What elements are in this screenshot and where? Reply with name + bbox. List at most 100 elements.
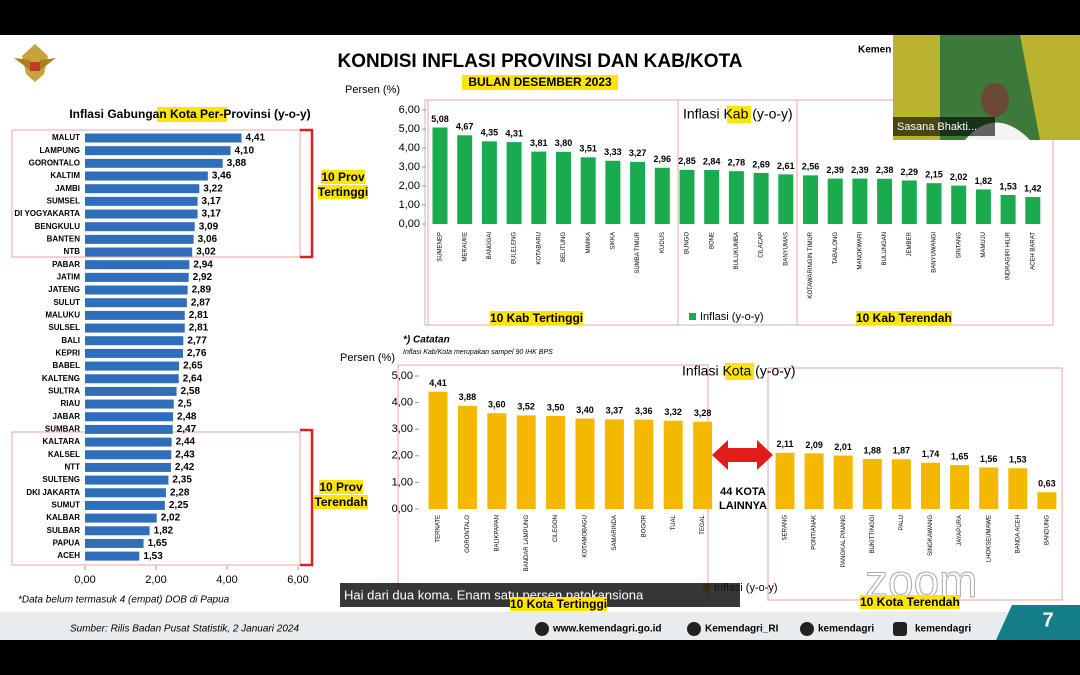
value-label: 2,09 bbox=[805, 440, 823, 450]
value-label: 3,09 bbox=[199, 221, 219, 232]
category-label: SUMBA TIMUR bbox=[635, 231, 641, 273]
bar bbox=[85, 361, 180, 371]
instagram-icon bbox=[687, 622, 701, 636]
category-label: KOTABARU bbox=[536, 232, 542, 265]
annotation: 10 Kab Tertinggi bbox=[490, 311, 584, 326]
value-label: 3,88 bbox=[227, 158, 247, 169]
annotation: 10 Kota Terendah bbox=[860, 595, 960, 610]
value-label: 2,65 bbox=[183, 361, 203, 372]
value-label: 2,01 bbox=[834, 442, 852, 452]
bar bbox=[728, 171, 744, 224]
bar bbox=[1008, 468, 1028, 509]
category-label: BALI bbox=[61, 336, 80, 345]
bar bbox=[85, 285, 188, 295]
y-tick-label: 2,00 bbox=[392, 450, 413, 462]
value-label: 2,78 bbox=[728, 158, 746, 168]
value-label: 3,37 bbox=[606, 406, 624, 416]
bar bbox=[630, 161, 646, 224]
value-label: 2,5 bbox=[178, 399, 192, 410]
value-label: 3,33 bbox=[604, 147, 622, 157]
category-label: JAYAPURA bbox=[957, 515, 963, 546]
annotation-text: 10 Kota Terendah bbox=[860, 595, 960, 609]
instagram: kemendagri bbox=[915, 624, 971, 635]
category-label: SULUT bbox=[53, 298, 80, 307]
bar bbox=[862, 458, 882, 509]
value-label: 3,60 bbox=[488, 400, 506, 410]
category-label: BULUNGAN bbox=[882, 232, 888, 265]
value-label: 2,76 bbox=[187, 348, 207, 359]
bar bbox=[575, 418, 595, 509]
bar bbox=[487, 413, 507, 509]
y-tick-label: 5,00 bbox=[392, 370, 413, 382]
bar bbox=[85, 247, 193, 257]
value-label: 3,32 bbox=[664, 407, 682, 417]
value-label: 5,08 bbox=[431, 114, 449, 124]
category-label: TABALONG bbox=[833, 232, 839, 265]
category-label: SAMARINDA bbox=[612, 515, 618, 551]
value-label: 2,85 bbox=[678, 156, 696, 166]
bar bbox=[85, 500, 165, 510]
bar bbox=[704, 170, 720, 224]
x-tick-label: 4,00 bbox=[216, 574, 237, 586]
value-label: 2,28 bbox=[170, 487, 190, 498]
subtitle-highlight bbox=[462, 75, 618, 90]
category-label: KALTARA bbox=[43, 437, 81, 446]
category-label: GORONTALO bbox=[29, 158, 80, 167]
value-label: 2,89 bbox=[192, 285, 212, 296]
bar bbox=[546, 415, 566, 509]
bar bbox=[926, 183, 942, 224]
value-label: 3,36 bbox=[635, 406, 653, 416]
value-label: 3,28 bbox=[694, 408, 712, 418]
category-label: BANDAR LAMPUNG bbox=[524, 515, 530, 572]
category-label: MAMUJU bbox=[981, 232, 987, 258]
bar bbox=[85, 196, 198, 206]
bar bbox=[605, 160, 621, 224]
bar bbox=[85, 348, 183, 358]
bar bbox=[852, 178, 868, 224]
category-label: DKI JAKARTA bbox=[26, 488, 80, 497]
category-label: MALUKU bbox=[45, 310, 80, 319]
twitter-icon bbox=[800, 622, 814, 636]
value-label: 2,44 bbox=[176, 437, 196, 448]
title-highlight bbox=[157, 107, 227, 122]
bar bbox=[1000, 194, 1016, 224]
bar bbox=[85, 158, 223, 168]
bar bbox=[85, 450, 172, 460]
y-tick-label: 0,00 bbox=[392, 503, 413, 515]
bar bbox=[428, 391, 448, 509]
value-label: 1,65 bbox=[148, 538, 168, 549]
value-label: 2,39 bbox=[851, 165, 869, 175]
bar bbox=[85, 260, 190, 270]
category-label: SULSEL bbox=[48, 323, 80, 332]
handle: Kemendagri_RI bbox=[705, 624, 779, 635]
bar bbox=[950, 465, 970, 509]
bar bbox=[663, 420, 683, 509]
value-label: 4,10 bbox=[235, 145, 255, 156]
value-label: 1,88 bbox=[864, 445, 882, 455]
category-label: JATENG bbox=[48, 285, 80, 294]
category-label: TEGAL bbox=[700, 514, 706, 534]
value-label: 2,48 bbox=[177, 411, 197, 422]
category-label: SULTRA bbox=[48, 387, 80, 396]
bar bbox=[85, 310, 185, 320]
bar bbox=[85, 374, 179, 384]
value-label: 3,27 bbox=[629, 148, 647, 158]
value-label: 2,02 bbox=[950, 172, 968, 182]
annotation: 10 Kota Tertinggi bbox=[510, 597, 608, 612]
value-label: 1,42 bbox=[1024, 183, 1042, 193]
y-tick-label: 5,00 bbox=[399, 123, 420, 135]
value-label: 1,82 bbox=[975, 176, 993, 186]
value-label: 4,67 bbox=[456, 122, 474, 132]
value-label: 1,74 bbox=[922, 449, 940, 459]
value-label: 2,11 bbox=[776, 439, 793, 449]
bar bbox=[85, 513, 157, 523]
value-label: 2,58 bbox=[181, 386, 201, 397]
value-label: 2,39 bbox=[826, 165, 844, 175]
value-label: 3,40 bbox=[576, 405, 594, 415]
value-label: 2,42 bbox=[175, 462, 195, 473]
bar bbox=[85, 551, 140, 561]
category-label: INDRAGIRI HILIR bbox=[1006, 231, 1012, 280]
corner-text: Kemen bbox=[858, 45, 891, 56]
bar bbox=[85, 209, 198, 219]
